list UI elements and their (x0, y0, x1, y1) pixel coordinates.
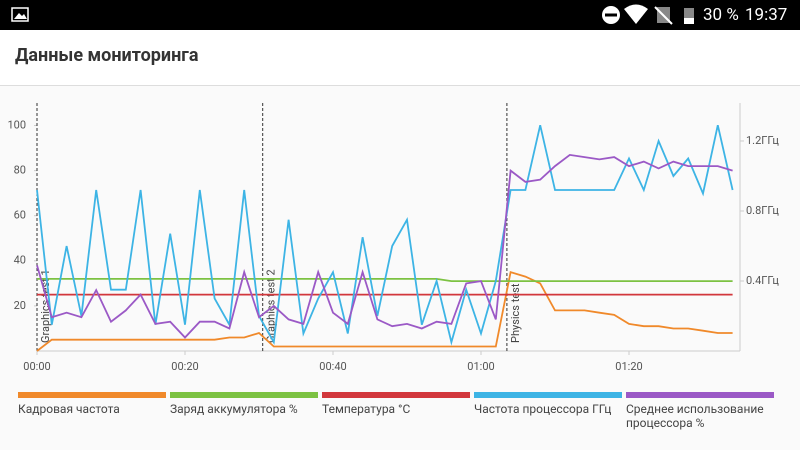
x-tick-label: 00:00 (23, 360, 50, 373)
legend-label: Заряд аккумулятора % (170, 402, 298, 416)
annotation-label: Physics test (509, 283, 522, 343)
legend: Кадровая частота Заряд аккумулятора % Темп… (0, 392, 800, 450)
dnd-bar (605, 13, 617, 17)
legend-swatch (322, 392, 470, 398)
y-tick-label: 20 (14, 299, 26, 312)
legend-label: Кадровая частота (18, 402, 120, 416)
page-title: Данные мониторинга (15, 45, 199, 66)
wifi-icon (624, 4, 648, 24)
legend-item: Температура °C (322, 392, 470, 416)
battery-icon (684, 8, 694, 24)
series-line (36, 270, 733, 352)
y2-tick-label: 0.8ГГц (746, 204, 779, 217)
annotation-label: Graphics test 1 (39, 269, 52, 343)
legend-swatch (626, 392, 774, 398)
y-tick-label: 40 (14, 254, 26, 267)
gallery-icon-shape (14, 13, 27, 19)
legend-item: Кадровая частота (18, 392, 166, 416)
status-icons (11, 4, 694, 25)
legend-label: Температура °C (322, 402, 411, 416)
signal-slash (654, 6, 673, 25)
y-tick-label: 80 (14, 164, 26, 177)
series-line (36, 124, 734, 346)
legend-label: Частота процессора ГГц (474, 402, 612, 416)
app-header: Данные мониторинга (0, 30, 800, 86)
x-tick-label: 01:20 (615, 360, 642, 373)
clock: 19:37 (745, 5, 788, 25)
x-tick-label: 00:20 (171, 360, 198, 373)
battery-text: 30 % (703, 5, 739, 25)
legend-item: Среднее использование процессора % (626, 392, 774, 430)
legend-swatch (170, 392, 318, 398)
status-bar: 30 % 19:37 (0, 0, 800, 30)
chart: 20 40 60 80 100 0.4ГГц 0.8ГГц 1.2ГГц 00:00 00:20 0… (7, 103, 779, 373)
annotation-label: Graphics test 2 (265, 269, 278, 343)
gallery-icon (11, 7, 29, 22)
battery-level (684, 18, 694, 24)
y2-tick-label: 1.2ГГц (746, 134, 779, 147)
series-line (36, 153, 733, 339)
legend-swatch (474, 392, 622, 398)
legend-item: Заряд аккумулятора % (170, 392, 318, 416)
legend-item: Частота процессора ГГц (474, 392, 622, 416)
legend-swatch (18, 392, 166, 398)
legend-label: Среднее использование процессора % (626, 402, 764, 430)
y-tick-label: 60 (14, 209, 26, 222)
y-tick-label: 100 (7, 118, 26, 131)
x-tick-label: 00:40 (319, 360, 346, 373)
y2-tick-label: 0.4ГГц (746, 274, 779, 287)
x-tick-label: 01:00 (467, 360, 494, 373)
